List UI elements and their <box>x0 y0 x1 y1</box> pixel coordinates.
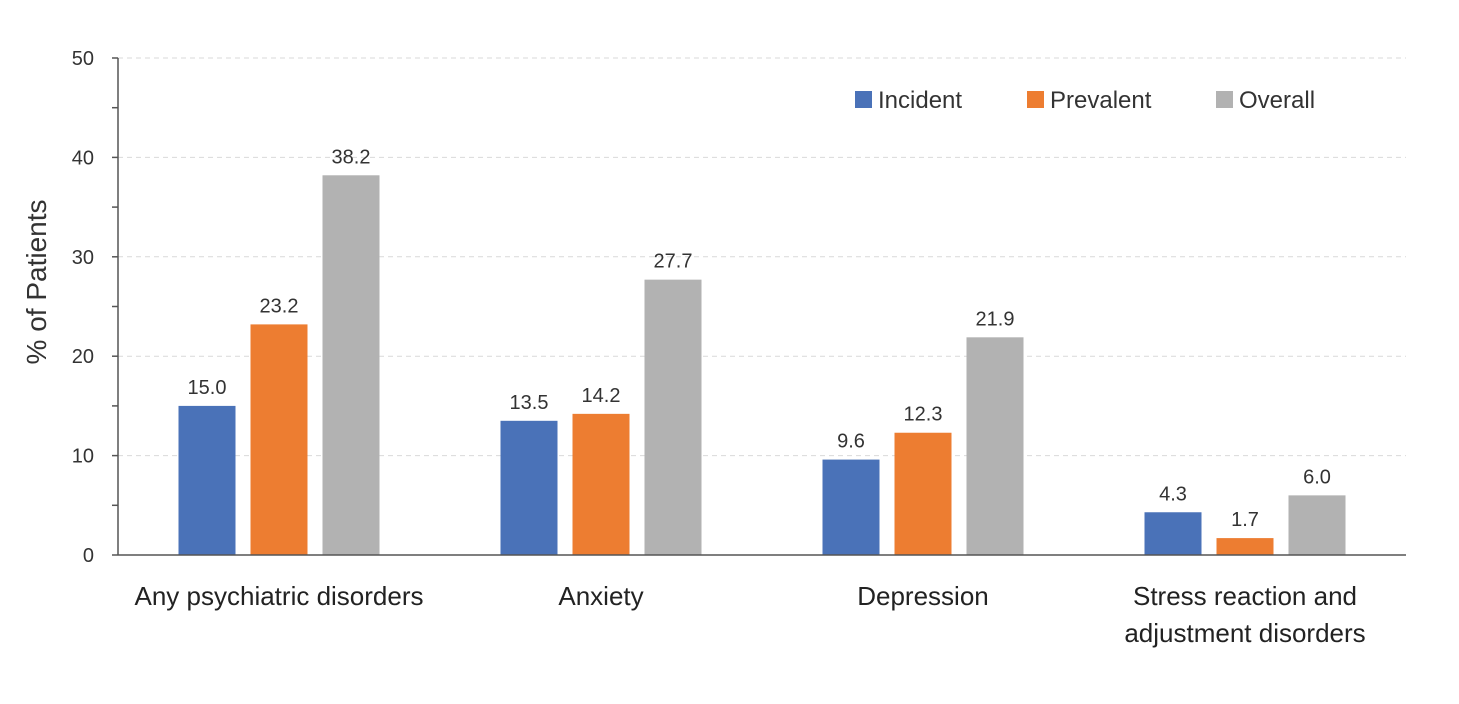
data-label: 15.0 <box>188 377 227 399</box>
data-label: 1.7 <box>1231 509 1259 531</box>
bar <box>966 337 1024 555</box>
data-label: 38.2 <box>332 146 371 168</box>
bar <box>822 459 880 555</box>
bar <box>178 405 236 555</box>
x-category-label: Anxiety <box>558 581 643 611</box>
y-tick-label: 0 <box>83 545 94 567</box>
y-tick-label: 40 <box>72 147 94 169</box>
x-category-label: adjustment disorders <box>1124 618 1365 648</box>
legend-swatch <box>855 91 872 108</box>
legend-label: Prevalent <box>1050 87 1152 114</box>
bar <box>500 420 558 555</box>
bar <box>1216 538 1274 555</box>
legend-swatch <box>1027 91 1044 108</box>
data-label: 9.6 <box>837 431 865 453</box>
legend: Incident Prevalent Overall <box>855 87 1315 114</box>
data-label: 12.3 <box>904 404 943 426</box>
axes: 0 10 20 30 40 50 Any psychiatric disorders Anxi… <box>72 48 1406 648</box>
y-tick-label: 50 <box>72 48 94 70</box>
data-labels: 15.0 23.2 38.2 13.5 14.2 27.7 9.6 12.3 21.9 4.3 1.… <box>188 146 1331 531</box>
legend-label: Overall <box>1239 87 1315 114</box>
y-tick-label: 20 <box>72 346 94 368</box>
data-label: 23.2 <box>260 295 299 317</box>
x-category-label: Depression <box>857 581 989 611</box>
bar <box>894 432 952 555</box>
x-category-label: Stress reaction and <box>1133 581 1357 611</box>
bar <box>1288 495 1346 555</box>
x-category-label: Any psychiatric disorders <box>135 581 424 611</box>
data-label: 4.3 <box>1159 483 1187 505</box>
bar <box>644 279 702 555</box>
data-label: 27.7 <box>654 251 693 273</box>
y-axis-title: % of Patients <box>21 200 52 365</box>
bar <box>1144 512 1202 555</box>
data-label: 14.2 <box>582 385 621 407</box>
y-tick-label: 30 <box>72 247 94 269</box>
legend-swatch <box>1216 91 1233 108</box>
y-tick-label: 10 <box>72 446 94 468</box>
data-label: 13.5 <box>510 392 549 414</box>
data-label: 6.0 <box>1303 466 1331 488</box>
legend-label: Incident <box>878 87 962 114</box>
bar <box>250 324 308 555</box>
bar <box>572 413 630 555</box>
gridlines <box>118 57 1406 457</box>
bar <box>322 175 380 556</box>
data-label: 21.9 <box>976 308 1015 330</box>
bars <box>178 175 1346 556</box>
